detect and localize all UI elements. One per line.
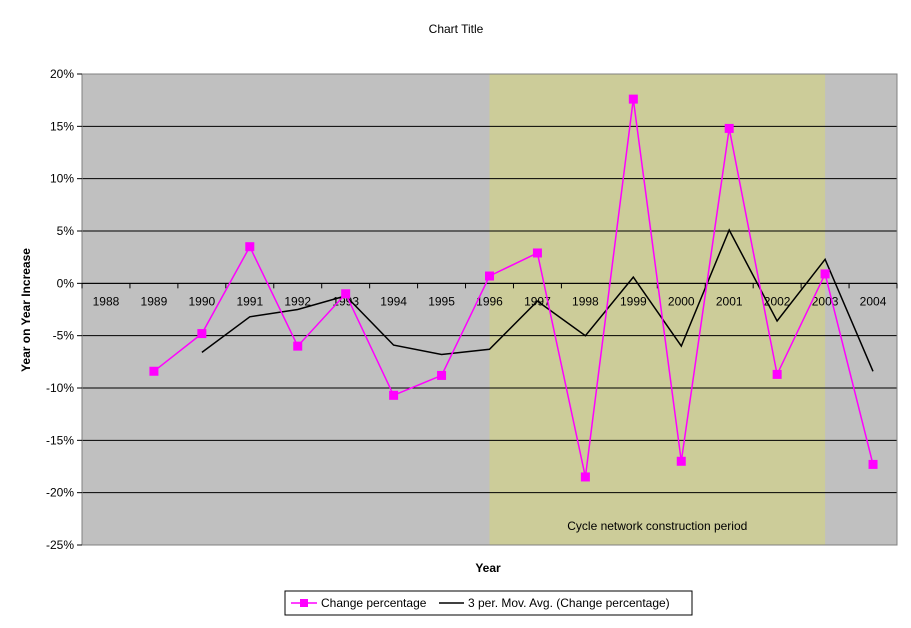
x-axis-label: Year: [475, 561, 501, 575]
data-point: [820, 269, 830, 279]
series-change-percentage: [149, 94, 878, 482]
data-point: [149, 366, 159, 376]
x-tick-label: 1996: [476, 294, 503, 308]
data-point: [532, 248, 542, 258]
y-tick-label: 20%: [50, 67, 74, 81]
data-point: [485, 271, 494, 281]
x-tick-label: 1992: [284, 294, 311, 308]
legend: Change percentage 3 per. Mov. Avg. (Chan…: [284, 590, 693, 616]
y-tick-label: 10%: [50, 172, 74, 186]
data-point: [772, 369, 782, 379]
plot-border: [81, 73, 898, 546]
series: [149, 94, 878, 482]
x-tick-label: 1995: [428, 294, 455, 308]
y-tick-label: 5%: [57, 224, 75, 238]
change-percentage-line: [153, 99, 874, 478]
x-tick-label: 2001: [716, 294, 743, 308]
y-tick-label: -15%: [46, 433, 74, 447]
legend-label-change: Change percentage: [321, 596, 427, 610]
data-point: [628, 94, 638, 104]
legend-label-moving-average: 3 per. Mov. Avg. (Change percentage): [468, 596, 670, 610]
data-point: [580, 472, 590, 482]
construction-period-highlight: [489, 74, 826, 545]
data-point: [724, 123, 734, 133]
data-point: [676, 456, 686, 466]
y-tick-label: -20%: [46, 486, 74, 500]
legend-marker-change: [300, 599, 308, 607]
x-tick-label: 1989: [141, 294, 168, 308]
y-axis-ticks: 20% 15% 10% 5% 0% -5% -10% -15% -20% -25%: [46, 67, 82, 552]
x-tick-label: 1999: [620, 294, 647, 308]
x-tick-label: 1991: [236, 294, 263, 308]
x-tick-label: 2000: [668, 294, 695, 308]
x-tick-label: 1990: [189, 294, 216, 308]
y-tick-label: 0%: [57, 276, 75, 290]
x-tick-label: 1994: [380, 294, 407, 308]
x-tick-label: 1988: [93, 294, 120, 308]
data-point: [437, 370, 447, 380]
data-point: [341, 289, 351, 299]
data-point: [868, 459, 878, 469]
legend-box: [284, 590, 693, 616]
data-point: [245, 242, 255, 252]
x-tick-label: 2002: [764, 294, 791, 308]
data-point: [197, 329, 207, 339]
y-axis-label: Year on Year Increase: [19, 248, 33, 372]
y-tick-label: -5%: [53, 329, 75, 343]
chart-title: Chart Title: [429, 22, 484, 36]
x-axis-ticks: 1988 1989 1990 1991 1992 1993 1994 1995 1996 1997…: [81, 282, 898, 308]
x-tick-label: 2003: [812, 294, 839, 308]
y-tick-label: -10%: [46, 381, 74, 395]
x-tick-label: 1998: [572, 294, 599, 308]
data-point: [293, 341, 303, 351]
y-tick-label: 15%: [50, 119, 74, 133]
highlight-label: Cycle network construction period: [567, 519, 747, 533]
x-tick-label: 2004: [860, 294, 887, 308]
data-point: [389, 390, 399, 400]
y-tick-label: -25%: [46, 538, 74, 552]
